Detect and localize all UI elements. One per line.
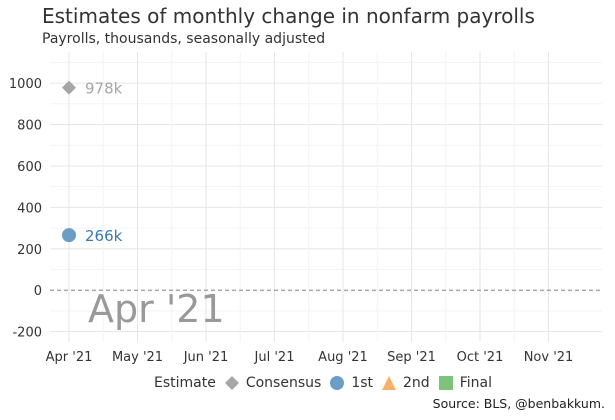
- current-month-label: Apr '21: [88, 287, 225, 331]
- legend-label: 1st: [351, 375, 374, 391]
- triangle-icon: [382, 376, 397, 390]
- x-tick-label: Oct '21: [457, 350, 504, 365]
- legend: Estimate Consensus 1st 2nd Final: [154, 375, 492, 391]
- legend-label: 2nd: [403, 375, 430, 391]
- data-label: 266k: [85, 227, 123, 245]
- x-tick-label: Sep '21: [387, 350, 436, 365]
- x-tick-label: Nov '21: [524, 350, 574, 365]
- y-tick-label: 600: [17, 160, 42, 175]
- legend-label: Consensus: [245, 375, 322, 391]
- y-tick-label: 200: [17, 243, 42, 258]
- y-tick-label: 1000: [9, 77, 42, 92]
- data-point-consensus: [62, 80, 76, 95]
- legend-label: Final: [459, 375, 492, 391]
- legend-item-final[interactable]: Final: [438, 375, 492, 391]
- circle-icon: [330, 376, 345, 390]
- chart-title: Estimates of monthly change in nonfarm p…: [42, 4, 535, 28]
- data-label: 978k: [85, 80, 123, 98]
- x-tick-label: Apr '21: [46, 350, 93, 365]
- diamond-icon: [224, 376, 239, 390]
- legend-item-consensus[interactable]: Consensus: [224, 375, 321, 391]
- legend-title: Estimate: [154, 375, 216, 391]
- source-note: Source: BLS, @benbakkum.: [432, 396, 605, 411]
- chart-subtitle: Payrolls, thousands, seasonally adjusted: [42, 31, 326, 47]
- x-tick-label: Aug '21: [318, 350, 368, 365]
- legend-item-2nd[interactable]: 2nd: [381, 375, 430, 391]
- y-tick-label: -200: [12, 326, 42, 341]
- y-tick-label: 0: [34, 284, 42, 299]
- x-tick-label: Jul '21: [254, 350, 295, 365]
- data-point-1st: [62, 228, 76, 243]
- x-tick-label: Jun '21: [183, 350, 229, 365]
- x-tick-label: May '21: [112, 350, 163, 365]
- y-tick-label: 400: [17, 201, 42, 216]
- y-tick-label: 800: [17, 119, 42, 134]
- square-icon: [438, 376, 453, 390]
- plot-area: [50, 52, 602, 342]
- legend-item-1st[interactable]: 1st: [329, 375, 373, 391]
